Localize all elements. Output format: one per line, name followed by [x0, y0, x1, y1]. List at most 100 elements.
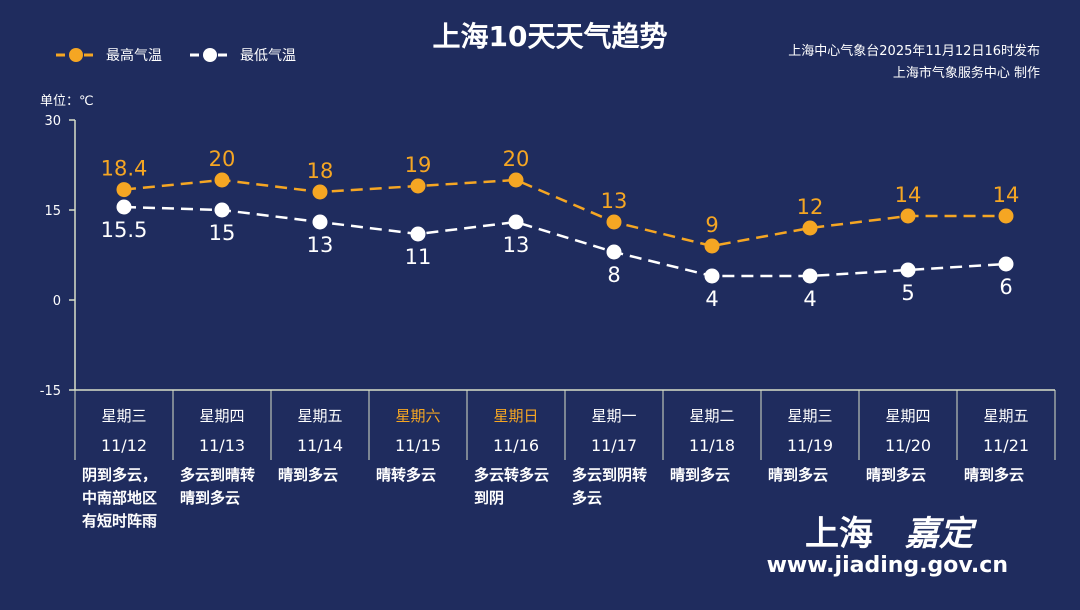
low-temp-label: 4 — [705, 287, 718, 311]
low-temp-point[interactable] — [508, 214, 524, 230]
series-lines — [123, 178, 1007, 278]
y-tick-label: 15 — [44, 204, 61, 219]
low-temp-point[interactable] — [214, 202, 230, 218]
x-axis-grid — [74, 389, 1056, 460]
weekday-label: 星期二 — [689, 407, 734, 425]
date-label: 11/16 — [493, 436, 539, 455]
high-temp-label: 19 — [405, 153, 432, 177]
y-tick-label: 30 — [44, 114, 61, 129]
y-tick-label: -15 — [40, 384, 61, 399]
x-labels: 星期三11/12阴到多云，中南部地区有短时阵雨星期四11/13多云到晴转晴到多云… — [82, 407, 1029, 530]
condition-text: 晴到多云 — [964, 466, 1024, 484]
source-publish-text: 上海中心气象台2025年11月12日16时发布 — [788, 43, 1040, 59]
condition-text: 晴到多云 — [768, 466, 828, 484]
weekday-label: 星期六 — [395, 407, 440, 425]
condition-text: 多云 — [572, 489, 602, 507]
weekday-label: 星期五 — [983, 407, 1028, 425]
low-temp-label: 5 — [901, 281, 914, 305]
condition-text: 晴转多云 — [376, 466, 436, 484]
weekday-label: 星期三 — [787, 407, 832, 425]
legend-item-high[interactable]: 最高气温 — [56, 47, 162, 64]
brand-logo: 上海 嘉定 www.jiading.gov.cn — [767, 514, 1008, 578]
low-temp-point[interactable] — [900, 262, 916, 278]
low-temp-label: 8 — [607, 263, 620, 287]
legend-item-low[interactable]: 最低气温 — [190, 48, 296, 64]
high-temp-point[interactable] — [998, 208, 1014, 224]
weekday-label: 星期五 — [297, 407, 342, 425]
date-label: 11/17 — [591, 436, 637, 455]
condition-text: 多云到阴转 — [572, 466, 647, 484]
high-temp-point[interactable] — [704, 238, 720, 254]
unit-label: 单位：℃ — [40, 94, 94, 109]
date-label: 11/19 — [787, 436, 833, 455]
date-label: 11/15 — [395, 436, 441, 455]
high-temp-label: 14 — [895, 183, 922, 207]
y-tick-label: 0 — [53, 294, 61, 309]
low-temp-point[interactable] — [312, 214, 328, 230]
low-temp-point[interactable] — [606, 244, 622, 260]
point-labels: 18.4 20 18 19 20 13 9 12 14 14 15.5 15 13 11 13 8 4 4 5 6 — [101, 147, 1020, 311]
low-temp-label: 11 — [405, 245, 432, 269]
y-axis: 30 15 0 -15 — [40, 114, 76, 399]
high-temp-label: 18 — [307, 159, 334, 183]
condition-text: 到阴 — [474, 489, 504, 507]
condition-text: 阴到多云， — [82, 466, 157, 484]
low-temp-label: 6 — [999, 275, 1012, 299]
condition-text: 晴到多云 — [180, 489, 240, 507]
weekday-label: 星期四 — [199, 407, 244, 425]
high-temp-point[interactable] — [214, 172, 230, 188]
date-label: 11/18 — [689, 436, 735, 455]
high-temp-point[interactable] — [900, 208, 916, 224]
high-temp-label: 18.4 — [101, 157, 148, 181]
condition-text: 有短时阵雨 — [82, 512, 157, 530]
condition-text: 晴到多云 — [866, 466, 926, 484]
low-temp-line — [123, 205, 1007, 278]
low-temp-point[interactable] — [410, 226, 426, 242]
source-maker-text: 上海市气象服务中心 制作 — [893, 65, 1040, 81]
high-temp-label: 20 — [503, 147, 530, 171]
condition-text: 晴到多云 — [278, 466, 338, 484]
low-temp-point[interactable] — [704, 268, 720, 284]
series-points — [116, 172, 1014, 284]
brand-url[interactable]: www.jiading.gov.cn — [767, 553, 1008, 578]
low-temp-point[interactable] — [116, 199, 132, 215]
high-temp-point[interactable] — [410, 178, 426, 194]
weekday-label: 星期四 — [885, 407, 930, 425]
high-temp-label: 13 — [601, 189, 628, 213]
weekday-label: 星期日 — [493, 407, 538, 425]
high-temp-label: 9 — [705, 213, 718, 237]
low-temp-label: 15 — [209, 221, 236, 245]
weekday-label: 星期三 — [101, 407, 146, 425]
condition-text: 多云转多云 — [474, 466, 549, 484]
date-label: 11/14 — [297, 436, 343, 455]
date-label: 11/20 — [885, 436, 931, 455]
low-temp-label: 13 — [503, 233, 530, 257]
legend: 最高气温 最低气温 — [56, 47, 296, 64]
legend-high-label: 最高气温 — [106, 47, 162, 64]
date-label: 11/13 — [199, 436, 245, 455]
condition-text: 多云到晴转 — [180, 466, 255, 484]
low-temp-point[interactable] — [802, 268, 818, 284]
legend-high-marker — [69, 48, 83, 62]
high-temp-point[interactable] — [508, 172, 524, 188]
high-temp-line — [123, 178, 1006, 248]
high-temp-point[interactable] — [802, 220, 818, 236]
high-temp-point[interactable] — [606, 214, 622, 230]
high-temp-point[interactable] — [116, 182, 132, 198]
high-temp-point[interactable] — [312, 184, 328, 200]
date-label: 11/12 — [101, 436, 147, 455]
legend-low-marker — [203, 48, 217, 62]
low-temp-label: 4 — [803, 287, 816, 311]
condition-text: 晴到多云 — [670, 466, 730, 484]
brand-name: 上海 — [805, 514, 873, 554]
low-temp-label: 15.5 — [101, 218, 148, 242]
date-label: 11/21 — [983, 436, 1029, 455]
high-temp-label: 12 — [797, 195, 824, 219]
legend-low-label: 最低气温 — [240, 48, 296, 64]
brand-script: 嘉定 — [905, 514, 978, 554]
condition-text: 中南部地区 — [82, 489, 157, 507]
low-temp-point[interactable] — [998, 256, 1014, 272]
high-temp-label: 14 — [993, 183, 1020, 207]
low-temp-label: 13 — [307, 233, 334, 257]
